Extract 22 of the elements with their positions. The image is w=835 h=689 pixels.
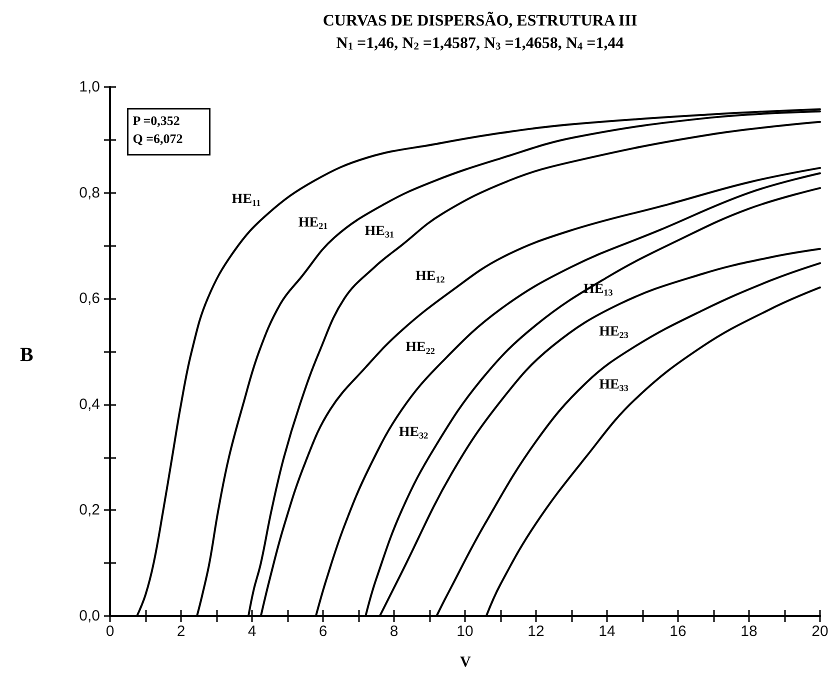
y-tick-label: 0,6 bbox=[79, 290, 100, 308]
x-tick-label: 16 bbox=[670, 623, 686, 640]
annotation: Q =6,072 bbox=[132, 130, 183, 146]
x-axis-title: V bbox=[460, 654, 471, 670]
x-tick-label: 10 bbox=[456, 623, 474, 640]
x-tick-label: 20 bbox=[812, 623, 828, 640]
x-tick-label: 0 bbox=[106, 623, 114, 640]
y-tick-label: 0,0 bbox=[79, 608, 100, 624]
x-tick-label: 18 bbox=[740, 623, 758, 640]
y-axis-title: B bbox=[20, 344, 34, 366]
x-tick-label: 8 bbox=[390, 623, 398, 640]
annotation: P =0,352 bbox=[132, 112, 180, 128]
y-tick-label: 0,2 bbox=[79, 502, 100, 519]
y-tick-label: 0,8 bbox=[79, 184, 100, 202]
x-tick-label: 6 bbox=[318, 623, 328, 640]
y-tick-label: 1,0 bbox=[79, 78, 100, 96]
x-tick-label: 2 bbox=[176, 623, 186, 640]
y-tick-label: 0,4 bbox=[79, 396, 100, 413]
chart-title: CURVAS DE DISPERSÃO, ESTRUTURA III bbox=[322, 12, 638, 30]
x-tick-label: 14 bbox=[598, 623, 616, 640]
x-tick-label: 4 bbox=[248, 623, 256, 640]
x-tick-label: 12 bbox=[528, 623, 544, 640]
